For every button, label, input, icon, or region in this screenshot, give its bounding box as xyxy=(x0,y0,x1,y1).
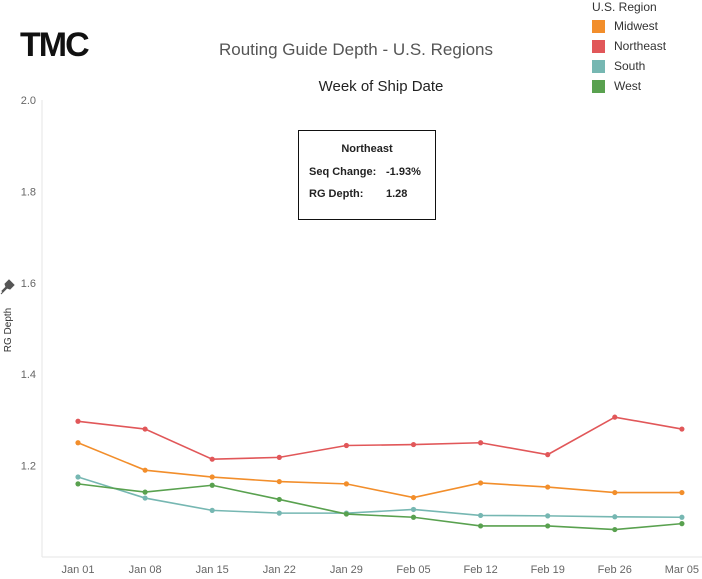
data-point-west xyxy=(545,523,551,529)
data-point-south xyxy=(410,506,417,513)
data-point-northeast xyxy=(612,414,618,420)
x-tick-label: Jan 08 xyxy=(129,564,162,576)
data-point-south xyxy=(612,514,618,520)
data-point-west xyxy=(75,481,81,487)
legend-label: Northeast xyxy=(614,39,667,53)
data-point-midwest xyxy=(545,484,551,490)
data-point-south xyxy=(478,512,484,519)
data-point-south xyxy=(276,510,282,516)
legend-item-west[interactable]: West xyxy=(592,76,666,96)
series-line-west xyxy=(77,483,682,531)
x-tick-label: Jan 22 xyxy=(263,564,296,576)
x-tick-label: Jan 15 xyxy=(196,564,229,576)
pin-icon xyxy=(0,279,15,295)
tooltip-row: RG Depth: 1.28 xyxy=(299,188,435,200)
y-tick-label: 1.6 xyxy=(21,278,36,290)
legend-swatch xyxy=(592,59,605,73)
x-tick-label: Feb 12 xyxy=(463,564,497,576)
x-tick-label: Feb 19 xyxy=(531,564,565,576)
y-tick-label: 1.4 xyxy=(21,369,36,381)
legend-label: Midwest xyxy=(614,19,659,33)
data-point-midwest xyxy=(478,480,484,486)
tooltip-value: -1.93% xyxy=(386,166,421,178)
data-point-northeast xyxy=(679,426,685,432)
x-tick-label: Jan 29 xyxy=(330,564,363,576)
x-tick-label: Feb 26 xyxy=(598,564,632,576)
data-point-west xyxy=(142,489,148,495)
series-line-south xyxy=(77,476,682,519)
y-tick-label: 1.2 xyxy=(21,461,36,473)
series-line-midwest xyxy=(77,442,682,499)
data-point-south xyxy=(142,495,148,501)
tmc-logo: TMC xyxy=(20,26,90,64)
series-line-northeast xyxy=(77,416,683,461)
chart-subtitle: Week of Ship Date xyxy=(318,78,444,95)
data-point-northeast xyxy=(142,426,148,432)
chart-title: Routing Guide Depth - U.S. Regions xyxy=(218,40,494,59)
data-point-west xyxy=(209,482,215,488)
data-point-south xyxy=(209,507,215,513)
legend: U.S. Region Midwest Northeast South West xyxy=(592,0,666,96)
legend-swatch xyxy=(592,19,605,33)
legend-item-south[interactable]: South xyxy=(592,56,666,76)
data-point-midwest xyxy=(209,474,215,480)
data-point-west xyxy=(276,496,282,503)
x-tick-label: Feb 05 xyxy=(396,564,430,576)
tooltip: Northeast Seq Change: -1.93% RG Depth: 1… xyxy=(298,130,436,220)
x-tick-label: Jan 01 xyxy=(61,564,94,576)
y-tick-label: 1.8 xyxy=(21,186,36,198)
data-point-west xyxy=(410,514,417,520)
legend-label: South xyxy=(614,59,646,73)
legend-swatch xyxy=(592,79,605,93)
data-point-midwest xyxy=(75,440,81,446)
legend-title: U.S. Region xyxy=(592,0,657,14)
data-point-west xyxy=(478,523,484,529)
data-point-west xyxy=(679,521,685,527)
legend-label: West xyxy=(614,79,642,93)
tooltip-label: RG Depth: xyxy=(309,188,364,200)
tooltip-label: Seq Change: xyxy=(309,166,377,178)
tooltip-value: 1.28 xyxy=(386,188,408,200)
data-point-south xyxy=(75,474,81,480)
data-point-midwest xyxy=(343,481,349,487)
data-point-northeast xyxy=(410,441,417,448)
data-point-midwest xyxy=(410,494,417,501)
tooltip-title: Northeast xyxy=(341,143,393,155)
y-axis-title: RG Depth xyxy=(3,308,14,352)
y-tick-label: 2.0 xyxy=(21,95,36,107)
data-point-northeast xyxy=(478,440,484,446)
data-point-west xyxy=(612,526,618,533)
x-tick-label: Mar 05 xyxy=(665,564,699,576)
data-point-northeast xyxy=(276,454,282,460)
data-point-northeast xyxy=(343,442,349,449)
data-point-midwest xyxy=(276,478,282,485)
data-point-northeast xyxy=(545,452,551,458)
data-point-midwest xyxy=(612,489,618,496)
legend-item-northeast[interactable]: Northeast xyxy=(592,36,666,56)
legend-item-midwest[interactable]: Midwest xyxy=(592,16,666,36)
data-point-midwest xyxy=(679,489,685,496)
tooltip-row: Seq Change: -1.93% xyxy=(299,166,435,178)
data-point-south xyxy=(679,514,685,520)
data-point-northeast xyxy=(75,418,81,424)
data-point-south xyxy=(545,513,551,519)
legend-swatch xyxy=(592,39,605,53)
data-point-northeast xyxy=(209,456,215,462)
data-point-west xyxy=(343,511,349,517)
data-point-midwest xyxy=(142,467,148,473)
